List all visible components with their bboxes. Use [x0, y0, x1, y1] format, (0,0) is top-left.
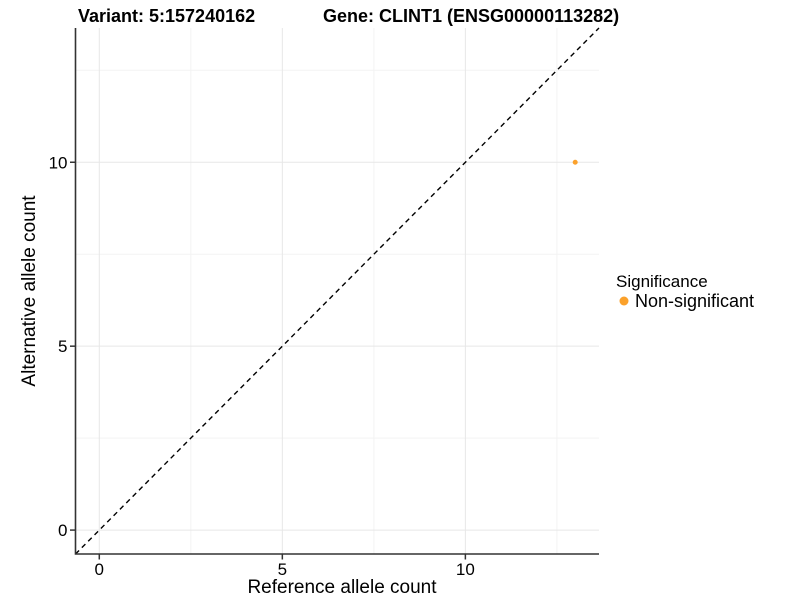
legend-point-icon	[619, 296, 629, 306]
axis-lines	[74, 28, 599, 555]
y-tick-label: 10	[49, 153, 68, 172]
tick-labels-layer: 0 0 5 5 10 10	[49, 153, 475, 579]
axes-layer	[70, 28, 599, 560]
x-tick-label: 0	[95, 560, 104, 579]
plot-title-gene: Gene: CLINT1 (ENSG00000113282)	[323, 6, 619, 26]
gridlines-minor	[75, 28, 599, 554]
x-tick-label: 5	[278, 560, 287, 579]
legend: Significance Non-significant	[616, 272, 754, 311]
legend-item-label: Non-significant	[635, 291, 754, 311]
plot-title-variant: Variant: 5:157240162	[78, 6, 255, 26]
y-tick-label: 5	[58, 337, 67, 356]
gridlines-major	[75, 28, 599, 554]
x-tick-label: 10	[456, 560, 475, 579]
identity-line-layer	[75, 27, 600, 555]
legend-title: Significance	[616, 272, 708, 291]
x-axis-label: Reference allele count	[247, 577, 437, 598]
data-points-layer	[572, 159, 578, 165]
data-point	[572, 159, 578, 165]
identity-line	[75, 27, 600, 555]
y-axis-label: Alternative allele count	[19, 195, 40, 387]
y-tick-label: 0	[58, 521, 67, 540]
